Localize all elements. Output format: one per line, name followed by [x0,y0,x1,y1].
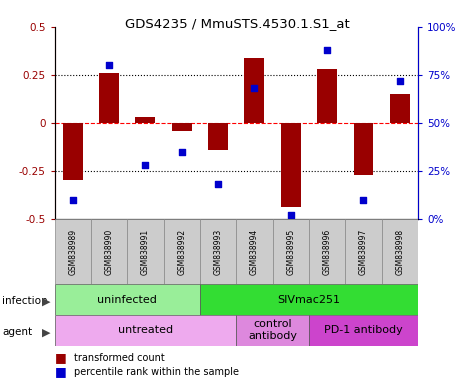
Text: GSM838994: GSM838994 [250,228,259,275]
Text: GSM838992: GSM838992 [177,228,186,275]
Bar [309,219,345,284]
Bar [172,123,192,131]
Point [396,78,404,84]
Bar [99,73,119,123]
Text: SIVmac251: SIVmac251 [277,295,341,305]
Point [105,62,113,68]
Text: percentile rank within the sample: percentile rank within the sample [74,367,238,377]
Text: uninfected: uninfected [97,295,157,305]
Bar [200,284,418,315]
Bar [163,219,200,284]
Bar [55,219,91,284]
Bar [63,123,83,180]
Text: agent: agent [2,327,32,337]
Point [251,85,258,91]
Bar [353,123,373,175]
Text: GSM838990: GSM838990 [104,228,114,275]
Text: ■: ■ [55,351,66,364]
Bar [208,123,228,150]
Text: GSM838998: GSM838998 [395,228,404,275]
Point [287,212,294,218]
Text: GSM838993: GSM838993 [214,228,223,275]
Bar [381,219,418,284]
Bar [309,315,418,346]
Bar [390,94,410,123]
Text: GSM838995: GSM838995 [286,228,295,275]
Point [178,149,186,155]
Text: untreated: untreated [118,325,173,335]
Text: GSM838997: GSM838997 [359,228,368,275]
Bar [237,315,309,346]
Text: ■: ■ [55,365,66,378]
Bar [55,315,237,346]
Text: ▶: ▶ [42,296,50,306]
Bar [91,219,127,284]
Point [214,181,222,187]
Text: infection: infection [2,296,48,306]
Text: PD-1 antibody: PD-1 antibody [324,325,403,335]
Bar [281,123,301,207]
Bar [317,69,337,123]
Bar [135,117,155,123]
Point [142,162,149,168]
Text: transformed count: transformed count [74,353,164,363]
Bar [127,219,163,284]
Bar [55,284,200,315]
Text: GSM838989: GSM838989 [68,228,77,275]
Bar [273,219,309,284]
Text: GSM838996: GSM838996 [323,228,332,275]
Point [323,47,331,53]
Bar [345,219,381,284]
Text: control
antibody: control antibody [248,319,297,341]
Bar [237,219,273,284]
Text: GDS4235 / MmuSTS.4530.1.S1_at: GDS4235 / MmuSTS.4530.1.S1_at [125,17,350,30]
Bar [200,219,237,284]
Bar [245,58,265,123]
Text: GSM838991: GSM838991 [141,228,150,275]
Point [69,197,76,203]
Text: ▶: ▶ [42,327,50,337]
Point [360,197,367,203]
